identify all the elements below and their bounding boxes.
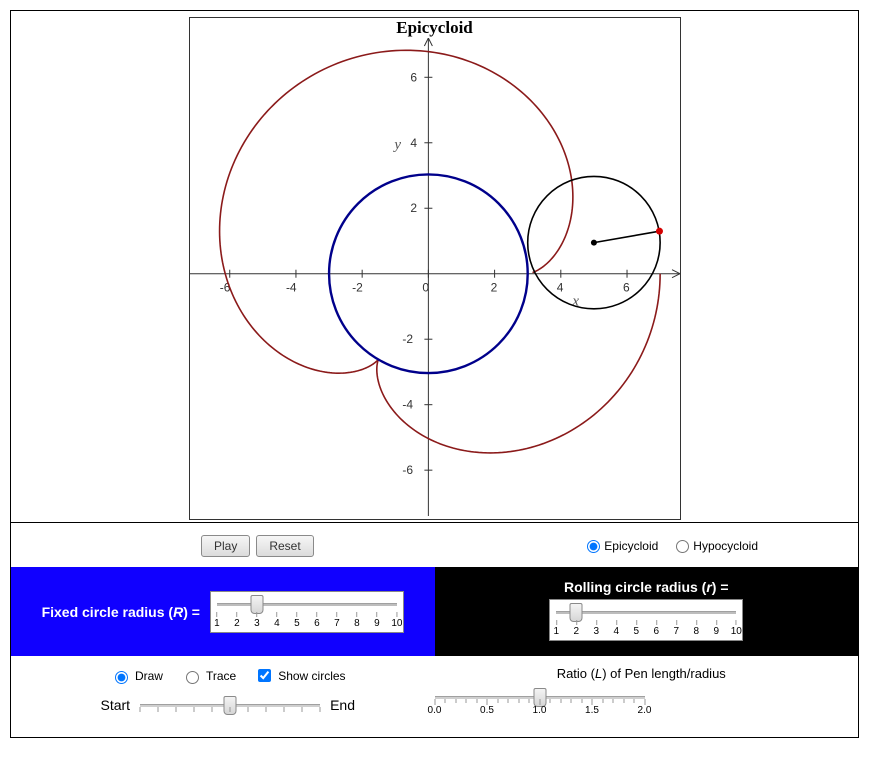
plot-title: Epicycloid <box>190 18 680 38</box>
draw-mode-column: Draw Trace Show circles Start End <box>21 666 435 721</box>
rolling-radius-label: Rolling circle radius (r) = <box>549 579 743 595</box>
plot-frame: Epicycloid -6-4-20246-6-4-2246xy <box>189 17 681 520</box>
fixed-radius-label-suffix: ) = <box>183 604 200 620</box>
svg-text:4: 4 <box>410 136 417 150</box>
fixed-radius-label: Fixed circle radius (R) = <box>42 604 200 620</box>
svg-text:2: 2 <box>490 281 497 295</box>
bottom-controls-row: Draw Trace Show circles Start End Ratio (L… <box>11 656 858 721</box>
svg-text:4: 4 <box>556 281 563 295</box>
svg-text:-4: -4 <box>285 281 296 295</box>
svg-text:2: 2 <box>410 201 417 215</box>
animation-slider-row: Start End <box>101 695 356 715</box>
controls-panel: Play Reset Epicycloid Hypocycloid Fixed c… <box>11 523 858 737</box>
reset-button[interactable]: Reset <box>256 535 313 557</box>
curve-type-hypocycloid[interactable]: Hypocycloid <box>676 539 758 553</box>
end-label: End <box>330 697 355 713</box>
ratio-slider[interactable]: 0.00.51.01.52.0 <box>435 687 849 721</box>
fixed-radius-panel: Fixed circle radius (R) = 12345678910 <box>11 567 435 656</box>
fixed-radius-slider[interactable]: 12345678910 <box>210 591 404 633</box>
mode-trace[interactable]: Trace <box>181 668 236 684</box>
fixed-radius-label-prefix: Fixed circle radius ( <box>42 604 174 620</box>
fixed-radius-var: R <box>173 604 183 620</box>
svg-text:6: 6 <box>410 70 417 84</box>
svg-text:6: 6 <box>623 281 630 295</box>
plot-area: Epicycloid -6-4-20246-6-4-2246xy <box>11 11 858 523</box>
svg-text:y: y <box>392 137 401 153</box>
play-button[interactable]: Play <box>201 535 250 557</box>
svg-text:-6: -6 <box>402 463 413 477</box>
app-frame: Epicycloid -6-4-20246-6-4-2246xy Play Re… <box>10 10 859 738</box>
rolling-radius-label-prefix: Rolling circle radius ( <box>564 579 706 595</box>
start-label: Start <box>101 697 131 713</box>
svg-text:-2: -2 <box>352 281 363 295</box>
svg-text:0: 0 <box>422 281 429 295</box>
curve-type-radio-group: Epicycloid Hypocycloid <box>587 539 758 553</box>
show-circles-checkbox[interactable]: Show circles <box>254 666 345 685</box>
mode-radio-group: Draw Trace Show circles <box>110 666 346 685</box>
rolling-radius-label-suffix: ) = <box>712 579 729 595</box>
rolling-radius-slider[interactable]: 12345678910 <box>549 599 743 641</box>
svg-text:-4: -4 <box>402 398 413 412</box>
curve-type-epicycloid[interactable]: Epicycloid <box>587 539 658 553</box>
top-controls-row: Play Reset Epicycloid Hypocycloid <box>11 531 858 567</box>
ratio-caption: Ratio (L) of Pen length/radius <box>435 666 849 681</box>
ratio-column: Ratio (L) of Pen length/radius 0.00.51.0… <box>435 666 849 721</box>
ratio-caption-prefix: Ratio ( <box>557 666 595 681</box>
svg-text:-2: -2 <box>402 332 413 346</box>
plot-svg: -6-4-20246-6-4-2246xy <box>190 38 680 516</box>
radius-panels: Fixed circle radius (R) = 12345678910 Ro… <box>11 567 858 656</box>
mode-draw[interactable]: Draw <box>110 668 163 684</box>
rolling-radius-panel: Rolling circle radius (r) = 12345678910 <box>435 567 859 656</box>
animation-slider[interactable] <box>140 695 320 715</box>
ratio-caption-suffix: ) of Pen length/radius <box>602 666 726 681</box>
